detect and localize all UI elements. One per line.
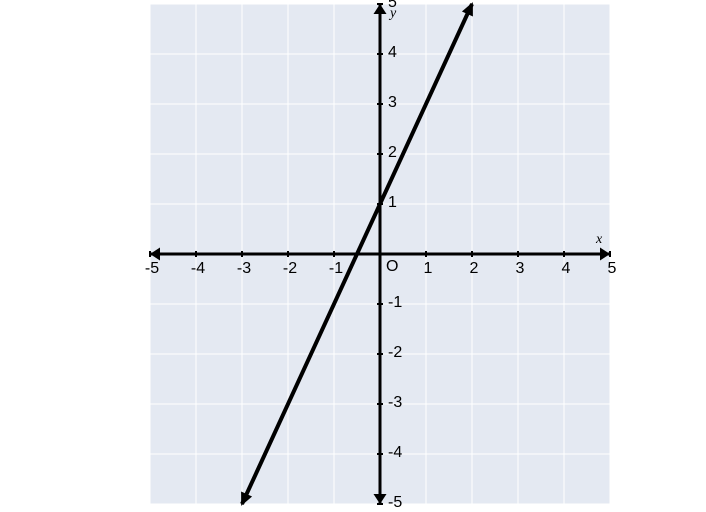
x-tick-label: -5 bbox=[140, 260, 164, 278]
y-tick-label: -2 bbox=[388, 344, 402, 362]
x-tick-label: 3 bbox=[508, 260, 532, 278]
y-tick-label: 4 bbox=[388, 44, 397, 62]
y-tick-label: -4 bbox=[388, 444, 402, 462]
x-tick-label: 5 bbox=[600, 260, 624, 278]
origin-label: O bbox=[386, 258, 398, 276]
x-tick-label: -1 bbox=[324, 260, 348, 278]
y-axis-label: y bbox=[390, 6, 396, 22]
y-tick-label: -1 bbox=[388, 294, 402, 312]
x-tick-label: -3 bbox=[232, 260, 256, 278]
y-tick-label: -3 bbox=[388, 394, 402, 412]
x-tick-label: -2 bbox=[278, 260, 302, 278]
y-tick-label: 2 bbox=[388, 144, 397, 162]
x-tick-label: 2 bbox=[462, 260, 486, 278]
x-tick-label: 4 bbox=[554, 260, 578, 278]
y-tick-label: 3 bbox=[388, 94, 397, 112]
y-tick-label: -5 bbox=[388, 494, 402, 512]
y-tick-label: 1 bbox=[388, 194, 397, 212]
coordinate-plane-chart: -5-4-3-2-112345-5-4-3-2-112345Oyx bbox=[150, 4, 610, 504]
x-tick-label: 1 bbox=[416, 260, 440, 278]
x-axis-label: x bbox=[596, 232, 602, 248]
x-tick-label: -4 bbox=[186, 260, 210, 278]
